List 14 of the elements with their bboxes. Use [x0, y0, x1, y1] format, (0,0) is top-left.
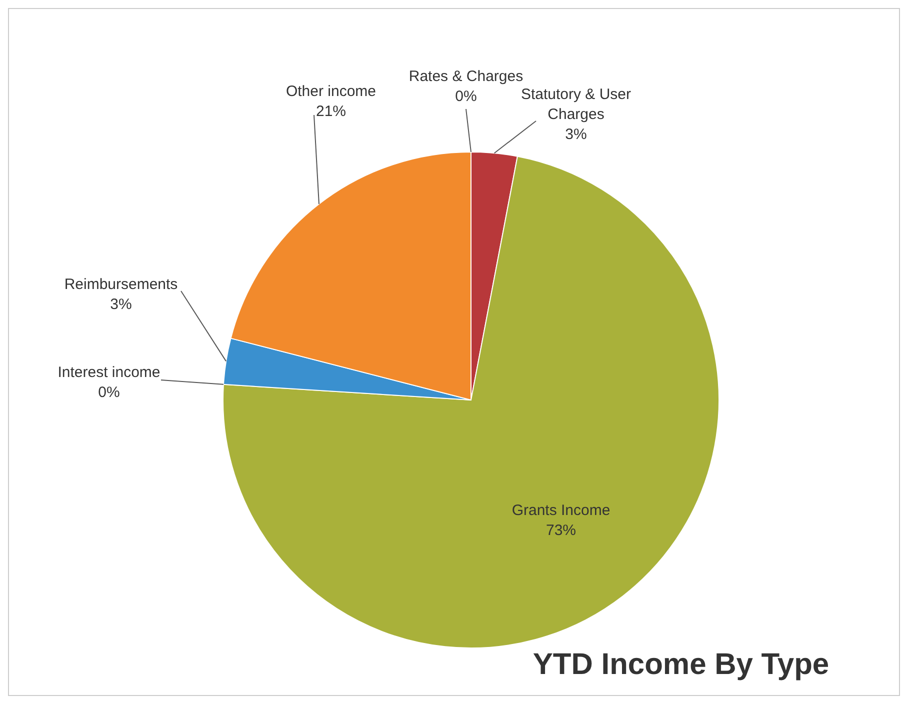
text: 0% — [98, 384, 120, 401]
data-label: 73% — [546, 522, 576, 539]
category-label: Rates & Charges — [408, 68, 524, 85]
data-label: 3% — [565, 126, 587, 143]
slice-label: Other income — [286, 83, 376, 100]
slice-label: Reimbursements — [64, 276, 178, 293]
pie-slice — [222, 156, 720, 648]
legend-label: Interest income — [58, 364, 160, 381]
data-label: 21% — [316, 103, 346, 120]
slice-label: Grants Income — [512, 502, 610, 519]
data-label: 3% — [110, 296, 132, 313]
text: YTD Income By Type — [532, 648, 830, 681]
text: 0% — [455, 88, 477, 105]
slice-label: Statutory & User Charges — [520, 86, 632, 123]
